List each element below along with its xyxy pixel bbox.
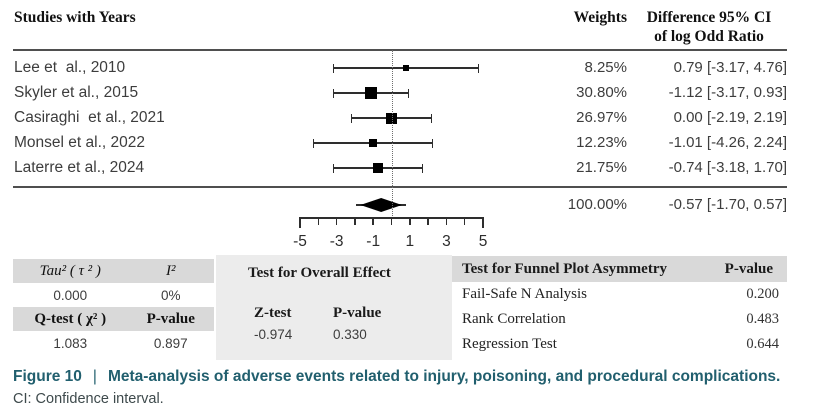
funnel-test-pvalue: 0.483	[746, 311, 779, 327]
ci-cap-right	[477, 63, 480, 73]
study-label: Lee et al., 2010	[14, 59, 126, 76]
ci-cap-left	[332, 63, 335, 73]
effect-marker	[386, 112, 397, 124]
table-row: Regression Test 0.644	[452, 332, 787, 357]
funnel-asymmetry-table: Test for Funnel Plot Asymmetry P-value F…	[452, 256, 787, 357]
ci-cap-right	[431, 138, 434, 148]
x-axis-tick-label: 5	[478, 233, 488, 250]
difference-value: 0.00 [-2.19, 2.19]	[673, 109, 787, 126]
column-header-weights: Weights	[573, 9, 627, 26]
x-axis-tick	[299, 217, 301, 228]
weight-value: 12.23%	[576, 134, 627, 151]
ci-cap-left	[312, 138, 315, 148]
studies-summary-rule	[13, 186, 787, 188]
effect-marker	[365, 87, 377, 99]
x-axis-tick-label: -3	[329, 233, 344, 250]
funnel-table-header: Test for Funnel Plot Asymmetry P-value	[452, 256, 787, 282]
zero-reference-line	[392, 50, 393, 218]
heterogeneity-table: Tau² ( τ ² ) I² 0.000 0% Q-test ( χ² ) P…	[13, 259, 214, 355]
x-axis-tick	[335, 217, 338, 225]
overall-effect-table: Test for Overall Effect Z-test P-value -…	[216, 255, 452, 360]
caption-note: CI: Confidence interval.	[13, 391, 164, 407]
funnel-test-label: Rank Correlation	[462, 311, 566, 327]
x-axis-tick	[445, 217, 448, 225]
funnel-test-label: Regression Test	[462, 336, 557, 352]
ci-cap-left	[332, 88, 335, 98]
q-test-pvalue-label: P-value	[127, 307, 214, 331]
table-row: Fail-Safe N Analysis 0.200	[452, 282, 787, 307]
x-axis-tick-label: 3	[442, 233, 451, 250]
overall-pvalue-value: 0.330	[333, 327, 367, 342]
figure-number: Figure 10	[13, 368, 82, 385]
z-test-value: -0.974	[254, 327, 293, 342]
table-row: Rank Correlation 0.483	[452, 307, 787, 332]
q-test-value: 1.083	[53, 335, 88, 351]
difference-value: -1.12 [-3.17, 0.93]	[668, 84, 787, 101]
ci-cap-right	[407, 88, 410, 98]
weight-value: 30.80%	[576, 84, 627, 101]
x-axis-tick	[463, 217, 466, 225]
x-axis-tick-label: -5	[293, 233, 307, 250]
x-axis-tick	[482, 217, 484, 228]
difference-value: -1.01 [-4.26, 2.24]	[668, 134, 787, 151]
x-axis-tick	[409, 217, 411, 225]
weight-value: 8.25%	[584, 59, 627, 76]
ci-cap-left	[350, 113, 353, 123]
x-axis-tick	[317, 217, 320, 225]
study-label: Laterre et al., 2024	[14, 159, 145, 176]
figure-caption: Figure 10 | Meta-analysis of adverse event…	[13, 368, 780, 386]
z-test-label: Z-test	[254, 305, 292, 321]
column-header-difference: Difference 95% CI of log Odd Ratio	[630, 8, 788, 46]
effect-marker	[402, 65, 409, 71]
study-label: Casiraghi et al., 2021	[14, 109, 165, 126]
x-axis-tick	[354, 217, 356, 225]
q-test-pvalue-value: 0.897	[153, 335, 188, 351]
tau-squared-value: 0.000	[53, 287, 88, 303]
ci-cap-right	[430, 113, 433, 123]
summary-weight-value: 100.00%	[567, 196, 627, 213]
weight-value: 26.97%	[576, 109, 627, 126]
funnel-test-label: Fail-Safe N Analysis	[462, 286, 587, 302]
funnel-test-pvalue: 0.200	[746, 286, 779, 302]
overall-effect-title: Test for Overall Effect	[248, 265, 391, 281]
header-rule	[13, 49, 787, 51]
ci-cap-left	[332, 163, 335, 173]
x-axis-tick-label: 1	[405, 233, 415, 250]
difference-value: -0.74 [-3.18, 1.70]	[668, 159, 787, 176]
overall-pvalue-label: P-value	[333, 305, 382, 321]
summary-difference-value: -0.57 [-1.70, 0.57]	[668, 196, 787, 213]
study-label: Monsel et al., 2022	[14, 134, 145, 151]
difference-value: 0.79 [-3.17, 4.76]	[673, 59, 787, 76]
x-axis-tick-label: -1	[366, 233, 381, 250]
i-squared-label: I²	[127, 259, 214, 283]
tau-squared-label: Tau² ( τ ² )	[13, 259, 128, 283]
q-test-label: Q-test ( χ² )	[13, 307, 128, 331]
x-axis-tick	[390, 217, 393, 225]
x-axis-tick	[427, 217, 429, 225]
study-label: Skyler et al., 2015	[14, 84, 139, 101]
column-header-difference-line2: of log Odd Ratio	[654, 28, 764, 45]
column-header-difference-line1: Difference 95% CI	[646, 9, 772, 26]
funnel-pvalue-label: P-value	[724, 260, 773, 277]
funnel-title: Test for Funnel Plot Asymmetry	[462, 260, 667, 277]
summary-diamond	[360, 198, 402, 212]
effect-marker	[369, 139, 378, 147]
weight-value: 21.75%	[576, 159, 627, 176]
caption-separator: |	[92, 368, 97, 385]
ci-cap-right	[421, 163, 424, 173]
i-squared-value: 0%	[161, 287, 181, 303]
effect-marker	[372, 163, 383, 173]
caption-title: Meta-analysis of adverse events related …	[107, 368, 781, 385]
column-header-studies: Studies with Years	[14, 9, 136, 26]
x-axis-tick	[372, 217, 374, 225]
funnel-test-pvalue: 0.644	[746, 336, 779, 352]
